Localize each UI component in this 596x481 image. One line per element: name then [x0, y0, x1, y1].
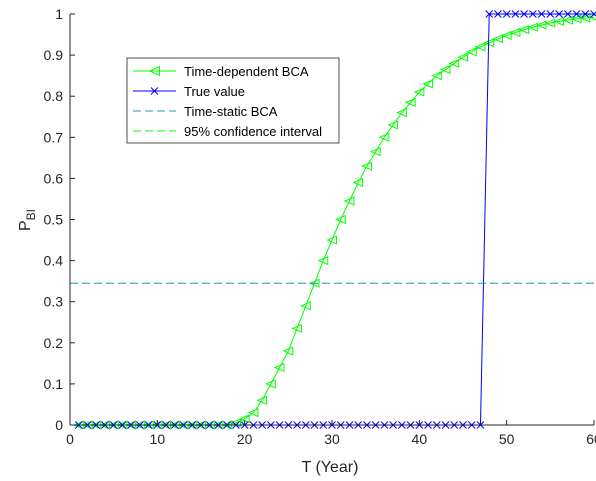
y-tick-label: 0.6 — [44, 170, 64, 186]
x-tick-label: 60 — [586, 431, 596, 447]
data-point — [474, 42, 486, 52]
data-point — [396, 108, 407, 118]
data-point — [282, 346, 294, 356]
y-axis-label-sub: BI — [24, 209, 38, 220]
data-point — [439, 64, 451, 75]
data-point — [535, 20, 547, 30]
data-point — [247, 408, 259, 418]
data-point — [326, 235, 337, 245]
data-point — [555, 10, 563, 18]
legend-item: Time-static BCA — [133, 104, 278, 119]
legend-item: True value — [133, 84, 245, 99]
y-tick-label: 0.2 — [44, 335, 64, 351]
legend-item: 95% confidence interval — [133, 124, 322, 139]
data-point — [529, 10, 537, 18]
data-point — [387, 120, 399, 130]
data-point — [308, 278, 320, 288]
y-tick-label: 1 — [55, 6, 63, 22]
y-tick-label: 0.8 — [44, 88, 64, 104]
y-tick-label: 0.5 — [44, 212, 64, 228]
data-point — [291, 323, 303, 333]
data-point — [404, 97, 416, 107]
data-point — [588, 13, 596, 21]
data-point — [317, 256, 329, 266]
data-point — [572, 10, 581, 18]
y-ticks: 0 0.1 0.2 0.3 0.4 0.5 0.6 0.7 0.8 0.9 1 — [44, 6, 75, 433]
data-point — [431, 71, 442, 81]
legend-label: True value — [184, 84, 245, 99]
data-point — [544, 18, 556, 28]
data-point — [562, 15, 573, 25]
data-point — [334, 214, 346, 225]
legend-label: 95% confidence interval — [184, 124, 322, 139]
x-tick-label: 50 — [499, 431, 515, 447]
x-ticks: 0 10 20 30 40 50 60 — [66, 420, 596, 447]
y-tick-label: 0.4 — [44, 253, 64, 269]
data-point — [509, 27, 521, 38]
x-tick-label: 0 — [66, 431, 74, 447]
y-axis-label: PBI — [17, 209, 38, 231]
data-point — [448, 58, 460, 68]
legend-item: Time-dependent BCA — [133, 64, 309, 79]
legend-marker — [148, 65, 160, 77]
data-point — [361, 161, 372, 171]
data-point — [511, 10, 520, 18]
data-point — [457, 52, 468, 62]
data-point — [553, 16, 565, 26]
data-point — [502, 10, 511, 18]
data-point — [300, 301, 311, 311]
x-tick-label: 20 — [237, 431, 253, 447]
x-tick-label: 40 — [412, 431, 428, 447]
y-axis-label-main: P — [17, 220, 34, 231]
y-tick-label: 0 — [55, 417, 63, 433]
legend: Time-dependent BCA True value Time-static … — [126, 57, 340, 144]
data-point — [343, 196, 355, 206]
legend-box — [126, 57, 340, 144]
data-point — [485, 10, 494, 18]
data-point — [581, 10, 590, 18]
data-point — [378, 132, 390, 142]
data-point — [563, 10, 572, 18]
y-tick-label: 0.7 — [44, 129, 64, 145]
data-point — [465, 47, 477, 57]
data-point — [369, 147, 381, 157]
data-point — [518, 25, 530, 35]
data-point — [256, 395, 268, 405]
legend-label: Time-dependent BCA — [184, 64, 309, 79]
x-tick-label: 30 — [324, 431, 340, 447]
data-point — [500, 30, 512, 40]
data-point — [352, 177, 364, 188]
data-point — [520, 10, 528, 18]
y-tick-label: 0.9 — [44, 47, 64, 63]
data-point — [492, 34, 503, 44]
data-point — [483, 38, 495, 48]
data-point — [579, 13, 591, 23]
data-point — [265, 379, 276, 389]
legend-label: Time-static BCA — [184, 104, 278, 119]
x-tick-label: 10 — [150, 431, 166, 447]
y-tick-label: 0.1 — [44, 376, 64, 392]
data-point — [422, 79, 434, 89]
data-point — [537, 10, 546, 18]
data-point — [494, 10, 502, 18]
data-point — [590, 10, 596, 18]
data-point — [570, 14, 582, 24]
y-tick-label: 0.3 — [44, 294, 64, 310]
data-point — [273, 362, 285, 373]
data-point — [413, 87, 425, 97]
legend-marker — [150, 87, 159, 95]
data-point — [546, 10, 555, 18]
data-point — [527, 22, 538, 32]
x-axis-label: T (Year) — [302, 459, 359, 476]
